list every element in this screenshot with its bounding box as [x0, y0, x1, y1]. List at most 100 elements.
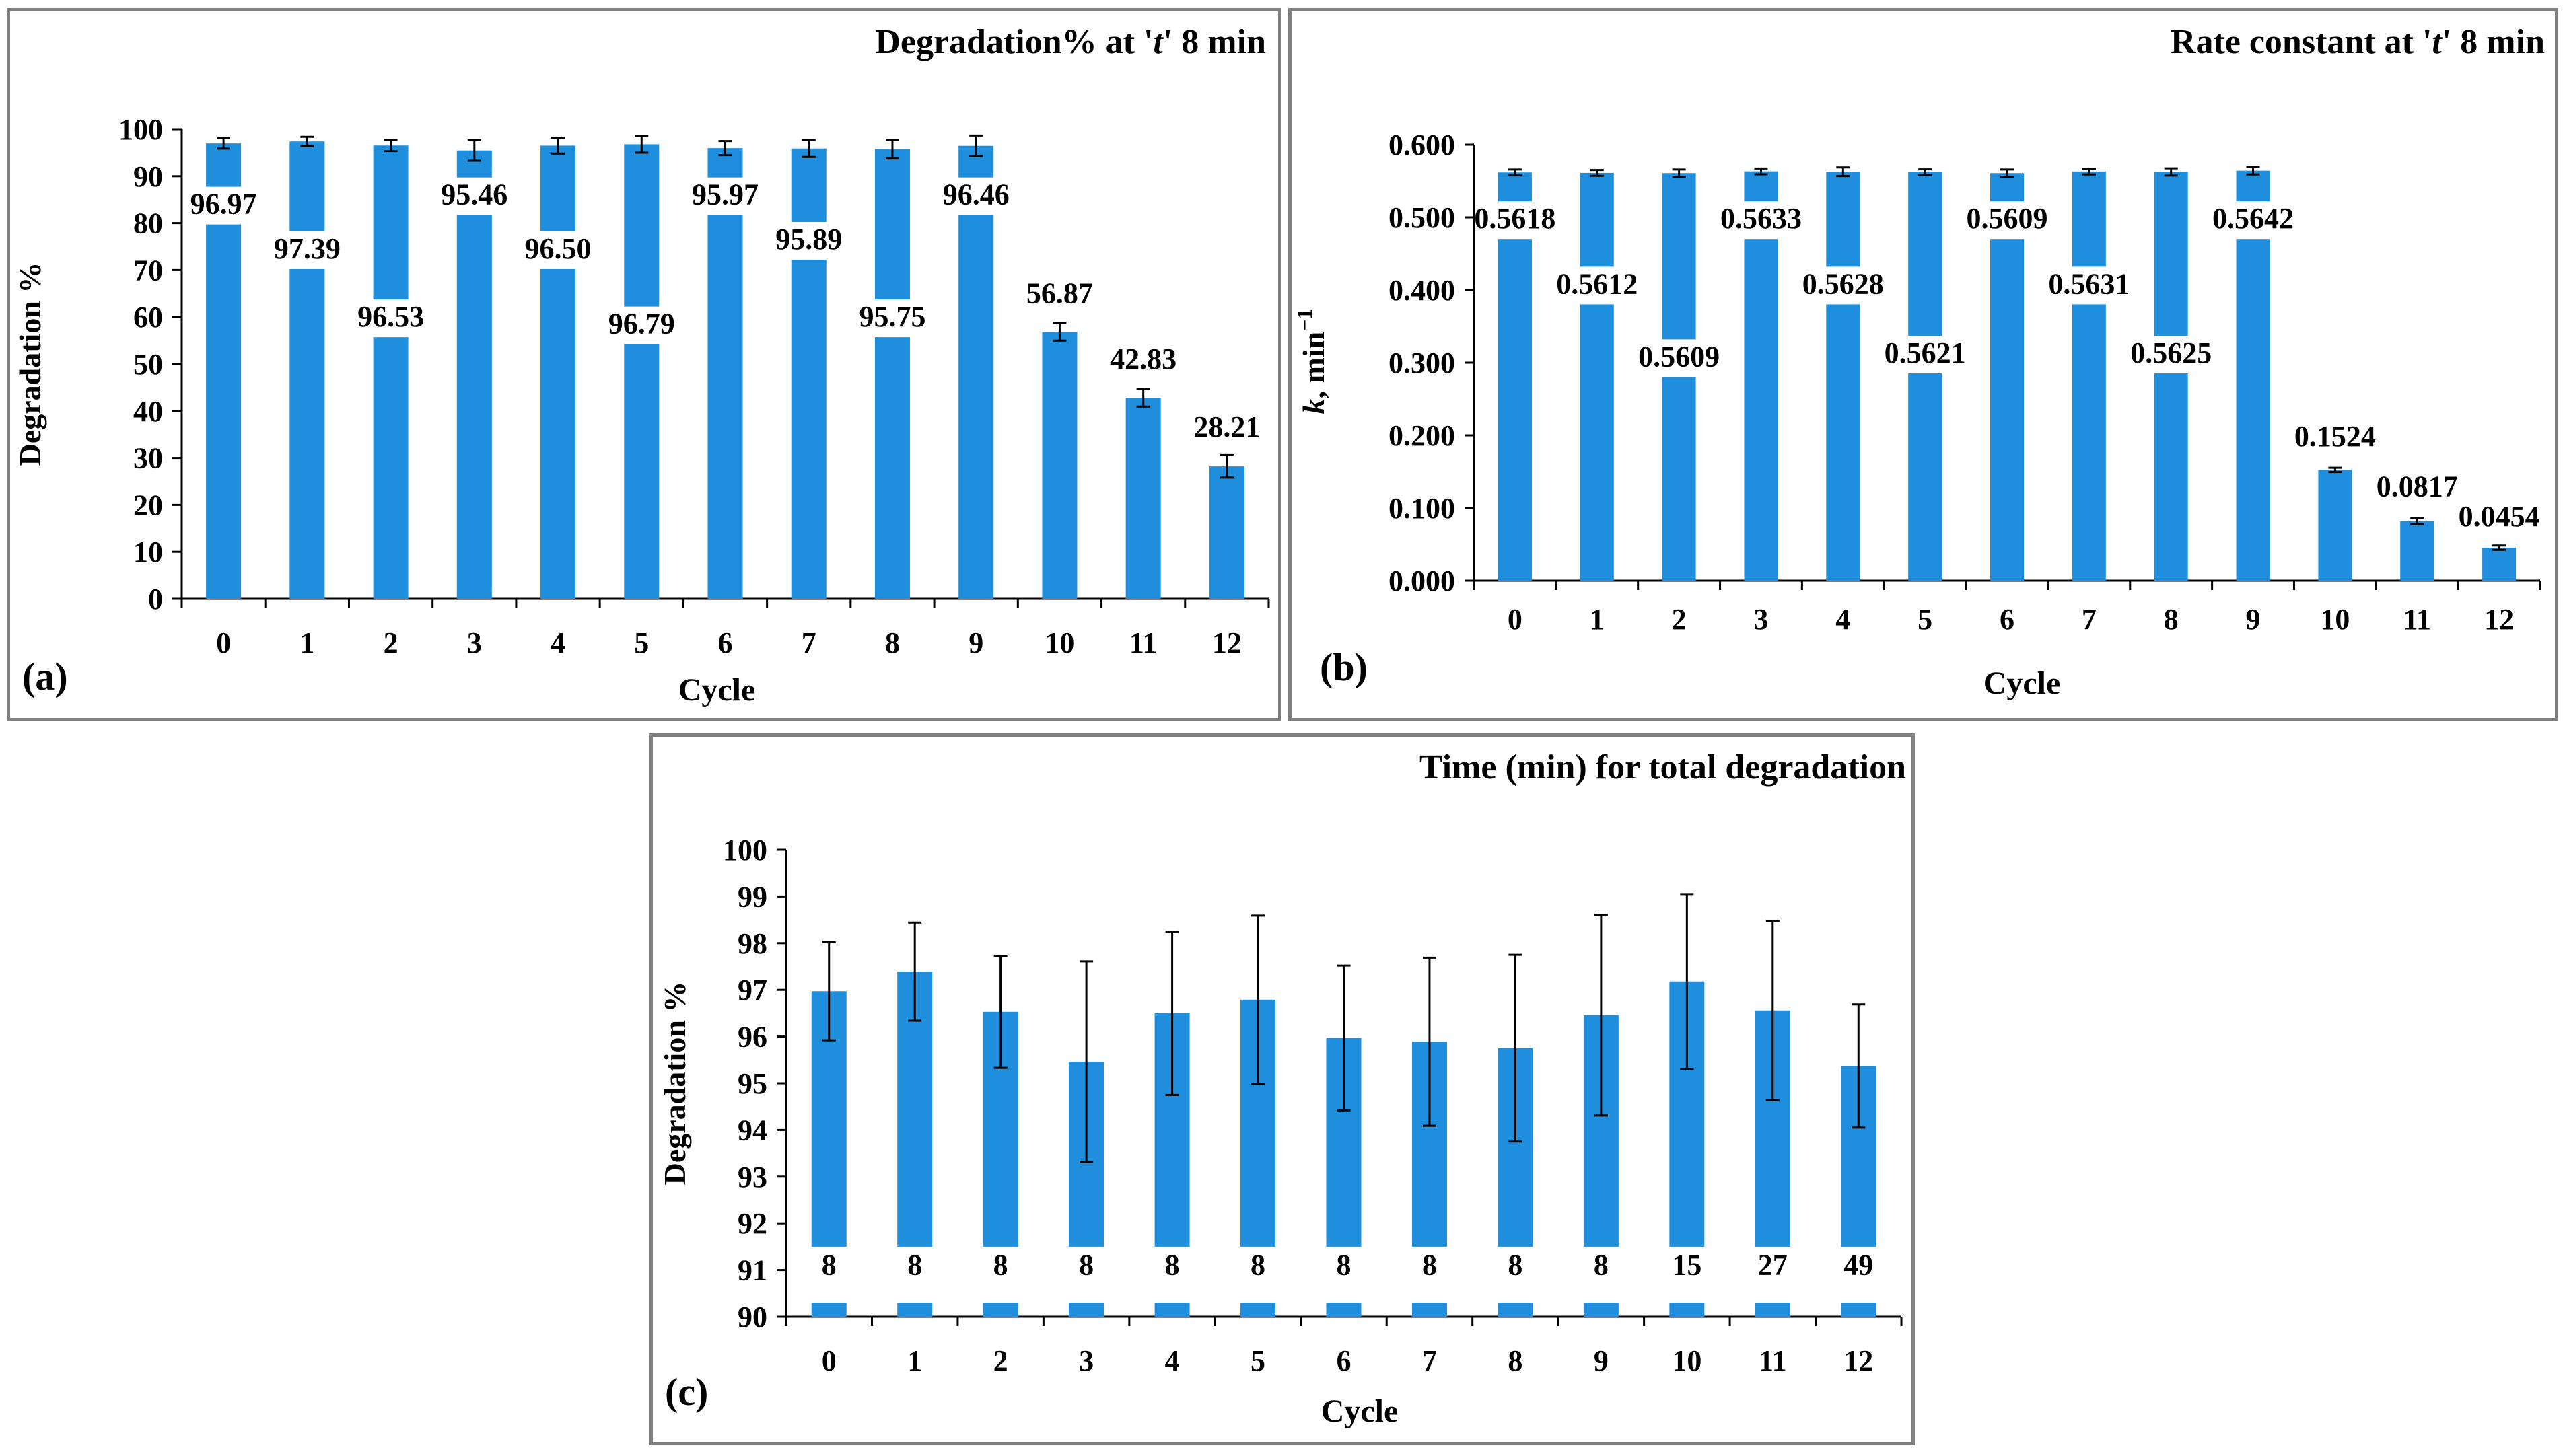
chart-b-label-knockout: [1743, 201, 1780, 240]
chart-a-bar: [1042, 332, 1078, 599]
chart-b-bar: [1990, 173, 2024, 581]
chart-b-data-label: 0.5633: [1720, 202, 1802, 235]
chart-b-ytick-label: 0.000: [1389, 565, 1455, 597]
chart-c-data-label: 8: [1337, 1249, 1351, 1282]
chart-a-ytick-label: 90: [133, 160, 163, 193]
chart-b-data-label: 0.5621: [1885, 336, 1966, 369]
chart-a-xtick-label: 6: [718, 626, 733, 659]
chart-c-ytick-label: 91: [738, 1254, 767, 1287]
chart-c-xtick-label: 6: [1337, 1344, 1351, 1377]
chart-b-label-knockout: [2235, 201, 2272, 240]
chart-c-label-band: [1582, 1246, 1620, 1303]
chart-b-label-knockout: [1496, 201, 1533, 240]
chart-a-data-label: 96.53: [357, 300, 424, 333]
chart-a-label-knockout: [706, 177, 744, 215]
chart-b-bar: [2236, 170, 2270, 581]
chart-a-ytick-label: 40: [133, 395, 163, 428]
chart-a-bar: [707, 148, 743, 599]
chart-c-data-label: 8: [993, 1249, 1008, 1282]
chart-c-data-label: 8: [907, 1249, 922, 1282]
chart-c-label-band: [896, 1246, 934, 1303]
chart-c-xlabel: Cycle: [1321, 1393, 1399, 1429]
chart-a-ytick-label: 30: [133, 442, 163, 475]
chart-b-data-label: 0.1524: [2294, 420, 2376, 453]
chart-a-ytick-label: 70: [133, 254, 163, 287]
chart-b-bar: [1744, 171, 1778, 581]
chart-a-xtick-label: 7: [802, 626, 816, 659]
chart-a-xtick-label: 5: [634, 626, 649, 659]
chart-c-label-band: [981, 1246, 1020, 1303]
chart-a-xtick-label: 8: [885, 626, 900, 659]
chart-a-bar: [958, 145, 994, 599]
chart-c-panel-label: (c): [665, 1370, 708, 1414]
chart-c-ytick-label: 96: [738, 1021, 767, 1054]
chart-a-data-label: 28.21: [1193, 410, 1260, 443]
chart-a-svg: Degradation% at 't' 8 min Degradation % Cy…: [13, 23, 1270, 708]
chart-c-label-band: [1153, 1246, 1191, 1303]
chart-b-bar: [2318, 470, 2352, 581]
chart-c-ytick-label: 95: [738, 1067, 767, 1100]
chart-b-xtick-label: 3: [1753, 603, 1768, 636]
chart-c-label-band: [1067, 1246, 1106, 1303]
chart-b-ytick-label: 0.400: [1389, 274, 1455, 307]
chart-c-label-band: [1410, 1246, 1448, 1303]
chart-b-data-label: 0.5609: [1967, 202, 2048, 235]
chart-c-xtick-label: 4: [1165, 1344, 1180, 1377]
chart-b-label-knockout: [1907, 336, 1944, 373]
chart-a-xlabel: Cycle: [678, 672, 756, 708]
chart-a-data-label: 96.79: [608, 307, 675, 340]
chart-c-xtick-label: 12: [1843, 1344, 1873, 1377]
chart-b-bar: [1498, 172, 1532, 581]
chart-b-data-label: 0.0454: [2459, 500, 2540, 533]
chart-a-xtick-label: 9: [969, 626, 983, 659]
chart-c-ytick-label: 100: [723, 834, 767, 867]
chart-c-data-label: 27: [1758, 1249, 1788, 1282]
chart-a-data-label: 96.97: [190, 188, 257, 221]
chart-b-xtick-label: 4: [1835, 603, 1850, 636]
chart-a-label-knockout: [873, 299, 911, 338]
chart-c-xtick-label: 10: [1672, 1344, 1701, 1377]
chart-a-data-label: 96.46: [943, 178, 1010, 211]
chart-c-ytick-label: 90: [738, 1301, 767, 1334]
chart-a-data-label: 97.39: [274, 232, 341, 265]
chart-c-xtick-label: 8: [1508, 1344, 1522, 1377]
chart-c-ylabel: Degradation %: [658, 982, 692, 1186]
chart-c-xtick-label: 9: [1594, 1344, 1609, 1377]
chart-c-data-label: 8: [1165, 1249, 1180, 1282]
chart-a-data-label: 42.83: [1110, 342, 1176, 375]
chart-a-ytick-label: 80: [133, 207, 163, 240]
chart-c-svg: Time (min) for total degradation Degradat…: [658, 748, 1906, 1429]
chart-a-label-knockout: [288, 231, 326, 269]
chart-a-bar: [373, 145, 409, 599]
chart-c-title: Time (min) for total degradation: [1419, 748, 1906, 787]
chart-b-ytick-label: 0.500: [1389, 201, 1455, 234]
chart-c-xtick-label: 7: [1422, 1344, 1437, 1377]
chart-a-xtick-label: 12: [1212, 626, 1242, 659]
chart-c-xtick-label: 3: [1079, 1344, 1094, 1377]
chart-c-xtick-label: 1: [907, 1344, 922, 1377]
chart-c-data-label: 15: [1672, 1249, 1701, 1282]
chart-b-ytick-label: 0.200: [1389, 419, 1455, 452]
chart-c-xtick-label: 0: [822, 1344, 837, 1377]
chart-b-title: Rate constant at 't' 8 min: [2171, 23, 2545, 61]
chart-a-panel-label: (a): [22, 655, 68, 698]
chart-a-xtick-label: 1: [300, 626, 314, 659]
chart-c-ytick-label: 94: [738, 1114, 767, 1146]
chart-b-xtick-label: 0: [1508, 603, 1522, 636]
chart-b-ytick-label: 0.300: [1389, 347, 1455, 379]
chart-b-label-knockout: [2070, 266, 2107, 305]
chart-b-svg: Rate constant at 't' 8 min k, min−1 Cycle (…: [1292, 23, 2545, 701]
chart-b-bar: [2482, 547, 2517, 581]
chart-b-bar: [2400, 521, 2434, 581]
chart-b-xtick-label: 12: [2484, 603, 2514, 636]
chart-b-label-knockout: [1989, 201, 2025, 240]
chart-c-label-band: [1753, 1246, 1792, 1303]
chart-c-ytick-label: 93: [738, 1161, 767, 1194]
chart-a-data-label: 96.50: [525, 232, 592, 265]
chart-c-label-band: [810, 1246, 848, 1303]
chart-a-xtick-label: 0: [216, 626, 231, 659]
chart-b-data-label: 0.5609: [1638, 340, 1720, 373]
chart-c-data-label: 8: [1422, 1249, 1437, 1282]
chart-b-xtick-label: 5: [1918, 603, 1932, 636]
chart-a-data-label: 95.75: [859, 300, 925, 333]
